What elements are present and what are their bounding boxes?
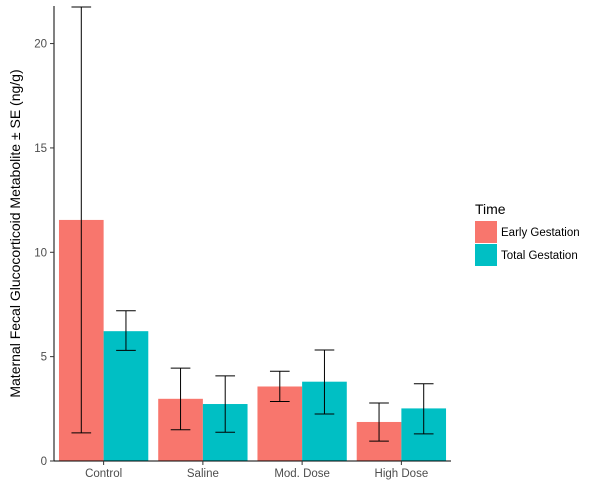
y-tick-label: 20 <box>34 39 47 51</box>
error-bar <box>314 349 335 415</box>
error-bar <box>116 310 136 351</box>
error-bar <box>269 370 290 403</box>
error-bar <box>170 367 191 431</box>
bar <box>103 331 149 461</box>
legend-items: Early Gestation Total Gestation <box>475 221 580 266</box>
legend-title: Time <box>475 201 506 217</box>
y-tick-label: 5 <box>41 352 47 364</box>
error-bars-layer <box>71 6 434 442</box>
error-bar <box>413 383 434 435</box>
y-axis-title: Maternal Fecal Glucocorticoid Metabolite… <box>7 69 23 397</box>
axes-layer <box>53 6 451 462</box>
x-tick-label: Mod. Dose <box>274 468 330 480</box>
x-tick-label: Saline <box>187 468 219 480</box>
y-tick-label: 10 <box>34 247 47 259</box>
x-tick-label: High Dose <box>375 468 429 480</box>
y-tick-label: 15 <box>34 143 47 155</box>
legend: Time Early Gestation Total Gestation <box>475 201 580 266</box>
y-ticks: 0 5 10 15 20 <box>34 39 54 468</box>
bars-layer <box>58 219 447 461</box>
legend-key <box>475 244 497 266</box>
x-tick-label: Control <box>85 468 122 480</box>
legend-key <box>475 221 497 243</box>
legend-label: Total Gestation <box>501 250 578 262</box>
y-tick-label: 0 <box>41 456 47 468</box>
error-bar <box>71 6 92 434</box>
error-bar <box>369 402 389 442</box>
x-ticks: Control Saline Mod. Dose High Dose <box>85 461 428 480</box>
legend-label: Early Gestation <box>501 227 580 239</box>
error-bar <box>215 375 236 433</box>
